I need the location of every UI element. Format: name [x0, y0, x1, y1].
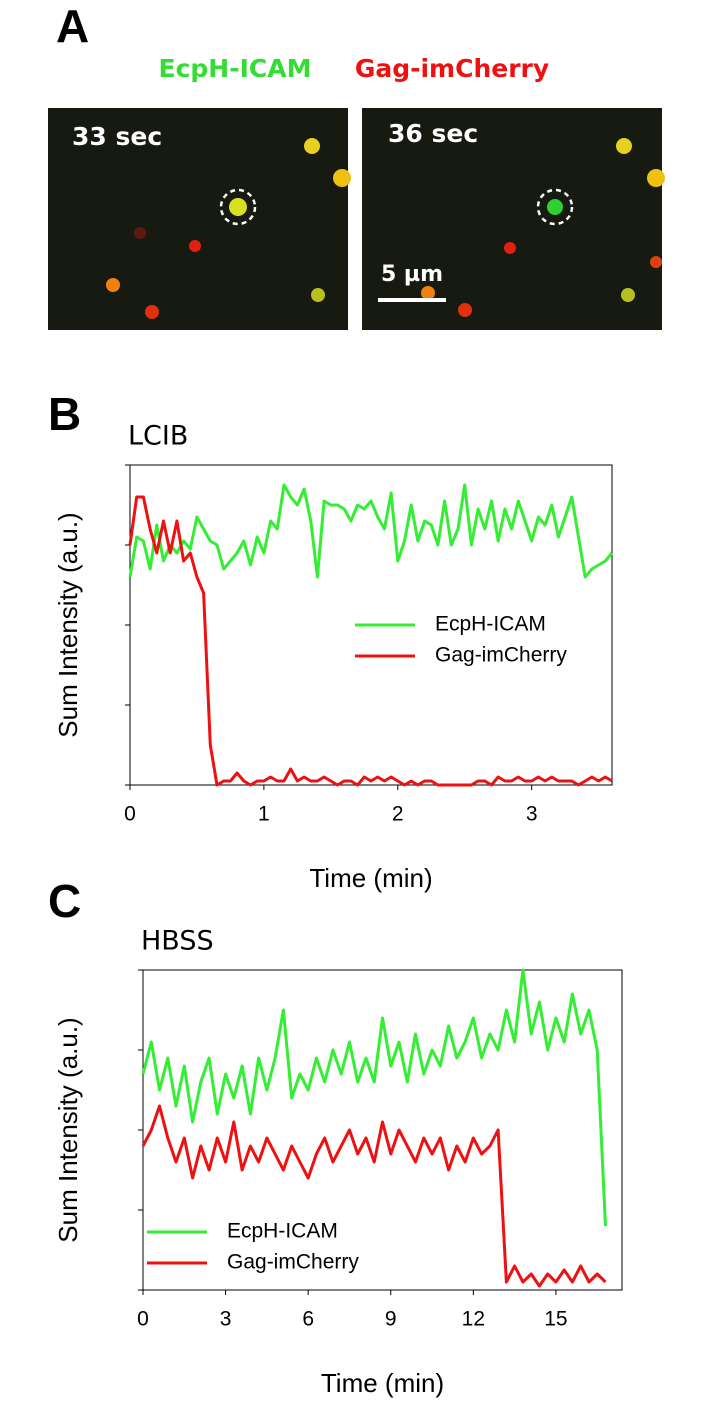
micrograph: 33 sec	[48, 108, 351, 330]
series-line	[128, 495, 613, 787]
x-tick-label: 1	[258, 803, 270, 826]
legend-label: EcpH-ICAM	[227, 1220, 338, 1243]
x-tick-label: 6	[302, 1308, 314, 1331]
x-tick-label: 2	[392, 803, 404, 826]
x-tick-label: 9	[385, 1308, 397, 1331]
chart-title: HBSS	[141, 926, 214, 957]
legend-green: EcpH-ICAM	[159, 54, 312, 83]
x-axis-title: Time (min)	[321, 1368, 444, 1398]
legend-red: Gag-imCherry	[355, 54, 549, 83]
frame-time: 33 sec	[72, 122, 162, 151]
x-tick-label: 0	[124, 803, 136, 826]
micrograph: 36 sec 5 µm	[362, 108, 665, 330]
chart-title: LCIB	[128, 421, 188, 452]
x-tick-label: 3	[526, 803, 538, 826]
x-axis-title: Time (min)	[309, 863, 432, 893]
scale-bar	[378, 298, 446, 302]
y-axis-title: Sum Intensity (a.u.)	[53, 1017, 83, 1242]
panel-label: C	[48, 875, 81, 927]
scale-bar-label: 5 µm	[381, 262, 443, 287]
x-tick-label: 12	[462, 1308, 485, 1331]
frame-time: 36 sec	[388, 119, 478, 148]
panel-label: A	[56, 0, 89, 52]
panel-label: B	[48, 388, 81, 440]
y-axis-title: Sum Intensity (a.u.)	[53, 512, 83, 737]
series-line	[141, 1104, 607, 1288]
x-tick-label: 0	[137, 1308, 149, 1331]
legend-label: Gag-imCherry	[227, 1251, 359, 1274]
x-tick-label: 3	[220, 1308, 232, 1331]
x-tick-label: 15	[544, 1308, 567, 1331]
legend-label: EcpH-ICAM	[435, 613, 546, 636]
legend-label: Gag-imCherry	[435, 644, 567, 667]
series-line	[128, 483, 614, 579]
series-line	[141, 968, 607, 1227]
